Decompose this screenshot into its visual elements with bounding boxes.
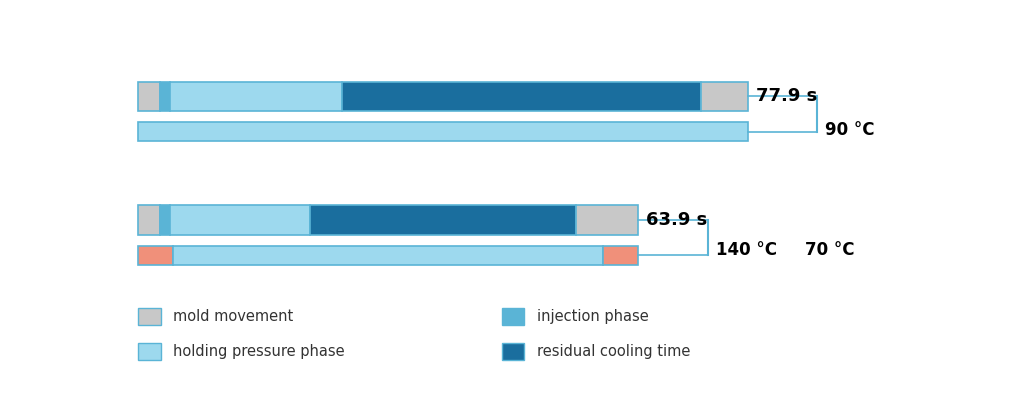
Text: holding pressure phase: holding pressure phase xyxy=(173,344,345,359)
Bar xyxy=(502,308,524,325)
Bar xyxy=(173,246,603,265)
Text: 63.9 s: 63.9 s xyxy=(646,211,708,229)
Text: 70 °C: 70 °C xyxy=(805,241,854,259)
Bar xyxy=(502,343,524,360)
Bar xyxy=(160,82,170,111)
Text: mold movement: mold movement xyxy=(173,309,293,324)
Text: 77.9 s: 77.9 s xyxy=(756,87,817,105)
Bar xyxy=(342,82,701,111)
Bar xyxy=(138,308,161,325)
Text: 140 °C: 140 °C xyxy=(716,241,777,259)
Bar xyxy=(138,205,160,235)
Bar xyxy=(138,122,748,141)
Bar xyxy=(170,205,310,235)
Text: residual cooling time: residual cooling time xyxy=(537,344,690,359)
Bar xyxy=(138,246,173,265)
Text: 90 °C: 90 °C xyxy=(825,121,874,139)
Bar xyxy=(138,82,160,111)
Bar xyxy=(170,82,342,111)
Bar xyxy=(603,246,638,265)
Bar xyxy=(701,82,748,111)
Bar xyxy=(577,205,638,235)
Bar xyxy=(310,205,577,235)
Text: injection phase: injection phase xyxy=(537,309,648,324)
Bar xyxy=(138,343,161,360)
Bar xyxy=(160,205,170,235)
